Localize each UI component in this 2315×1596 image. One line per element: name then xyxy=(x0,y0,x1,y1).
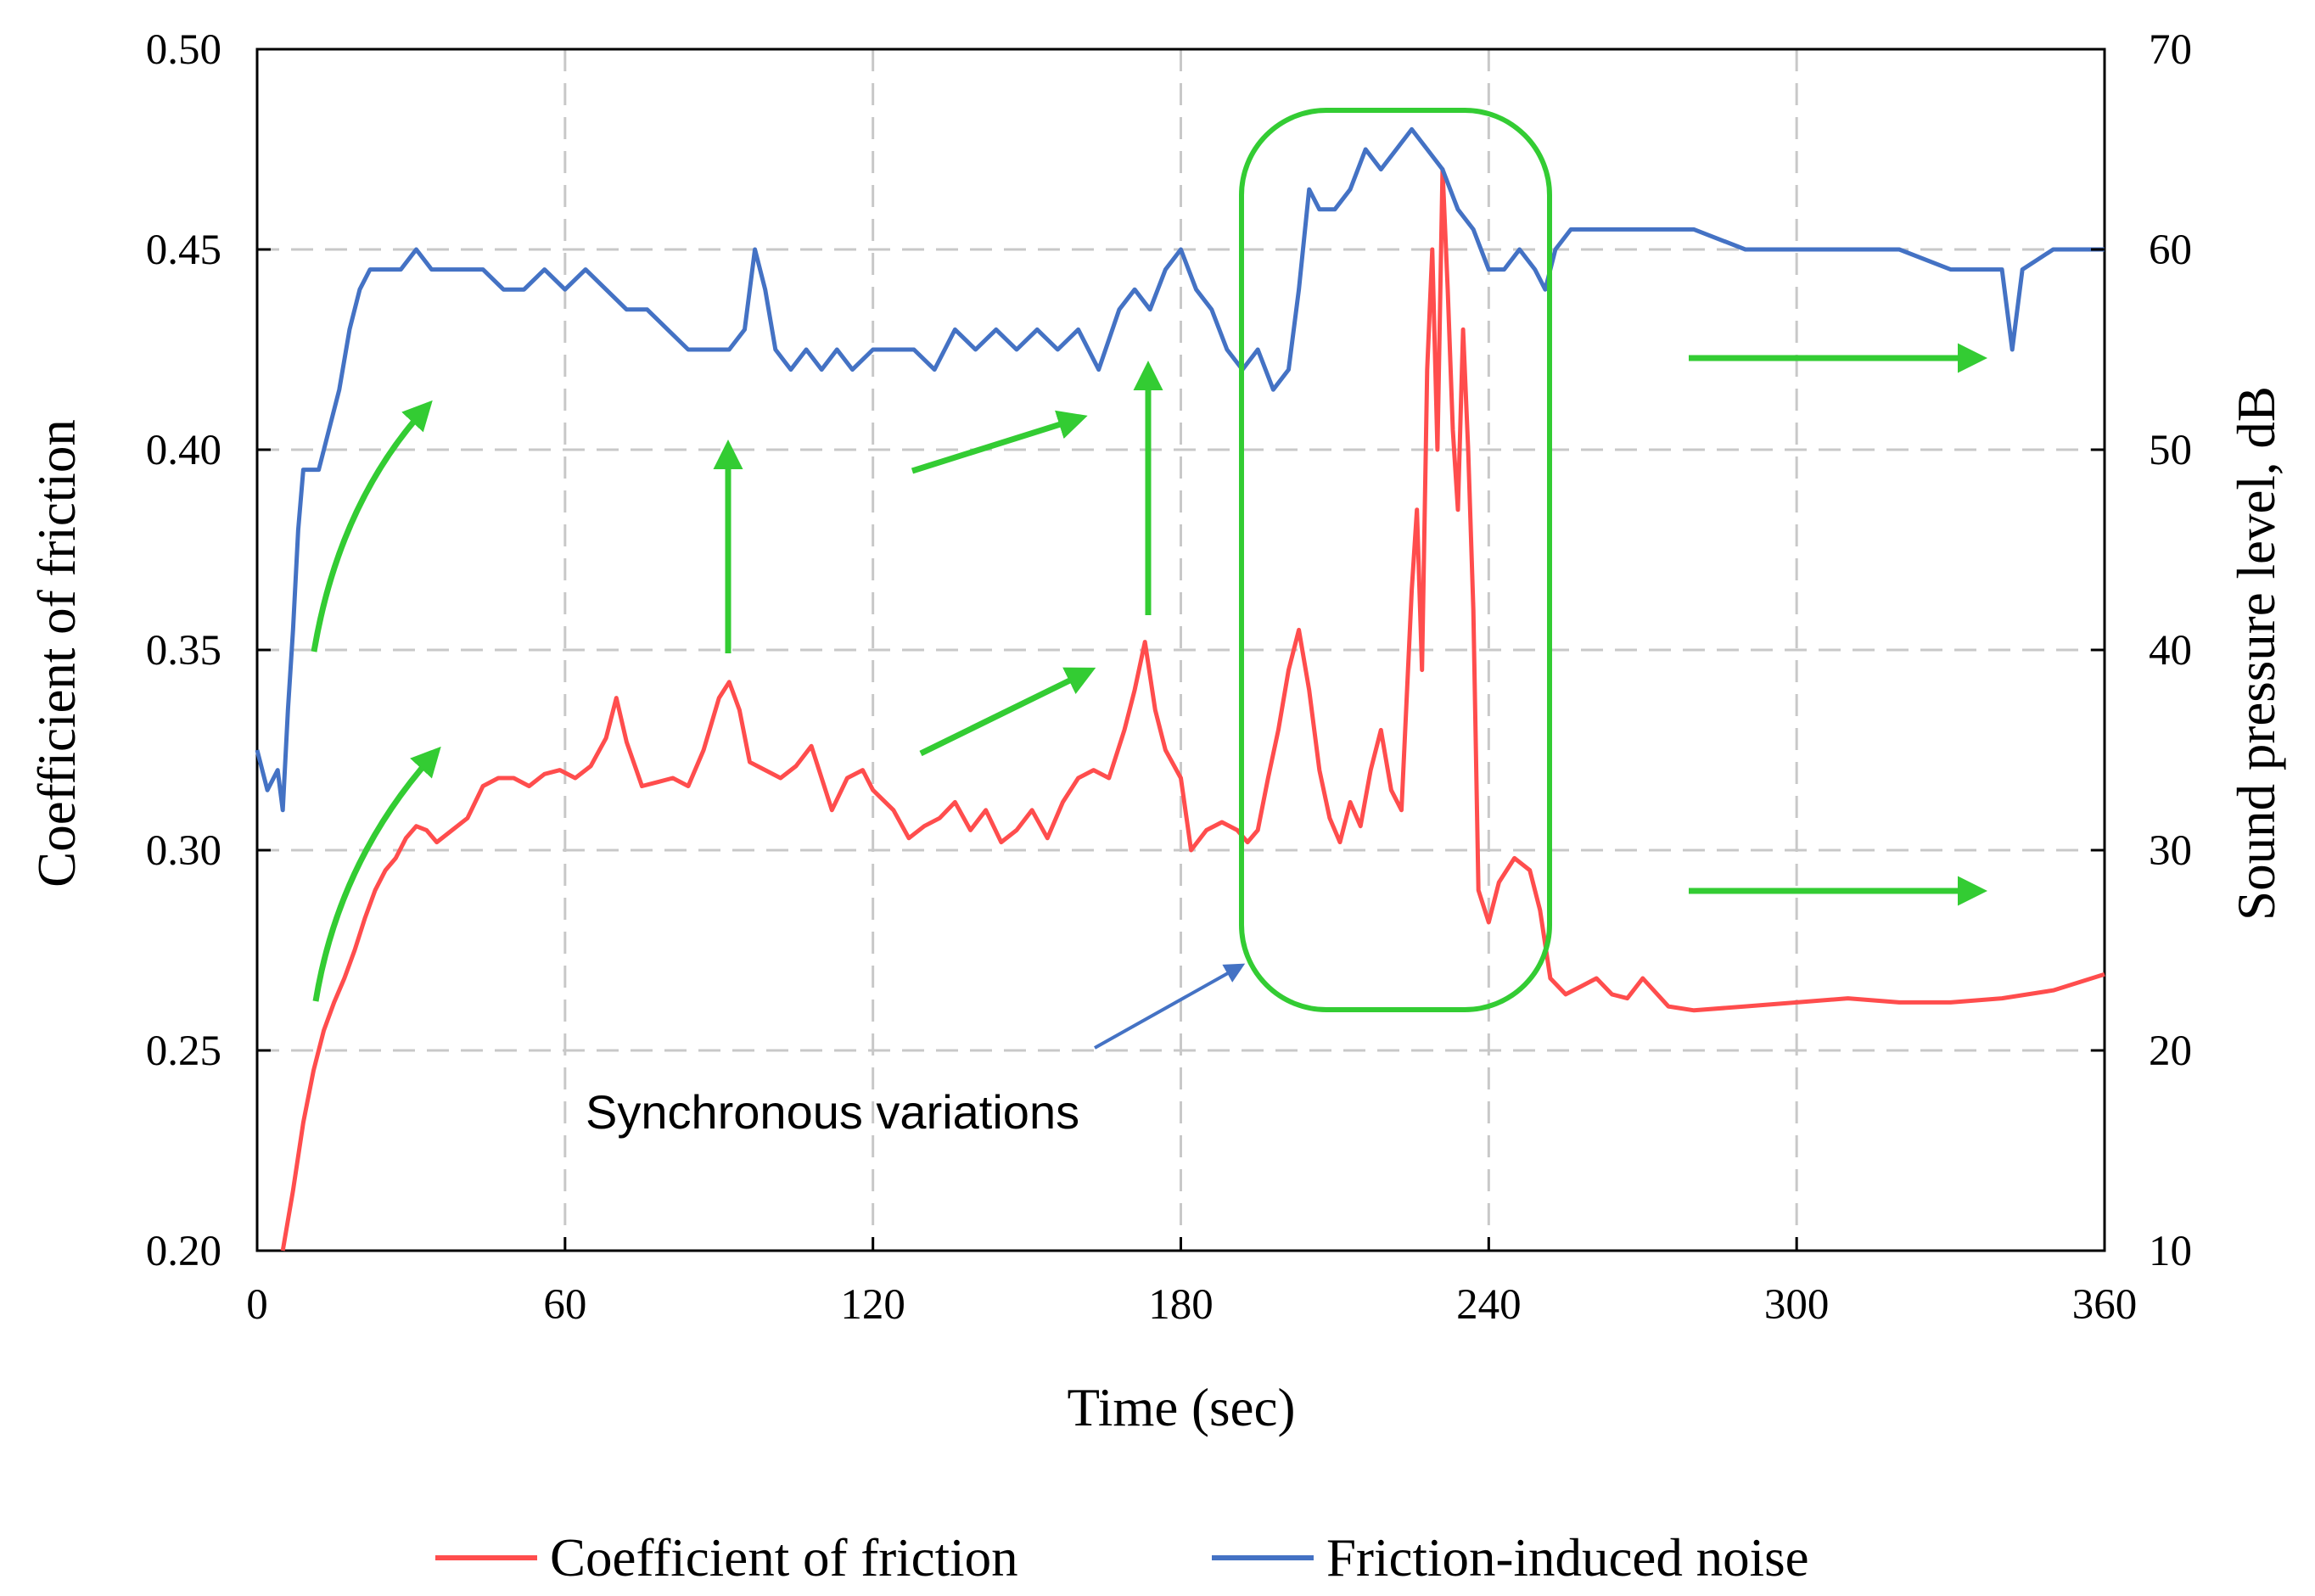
y-tick-label: 0.20 xyxy=(146,1228,221,1275)
x-tick-label: 360 xyxy=(2072,1281,2138,1329)
trend-arrow-noise-incline xyxy=(911,410,1088,474)
legend: Coefficient of friction Friction-induced… xyxy=(435,1528,1809,1588)
noise-series-line xyxy=(255,126,2105,813)
x-tick-label: 60 xyxy=(543,1281,586,1329)
y-tick-label: 0.50 xyxy=(146,26,221,74)
y-tick-label: 0.40 xyxy=(146,427,221,474)
y2-tick-label: 70 xyxy=(2149,26,2192,74)
x-tick-label: 0 xyxy=(246,1281,268,1329)
y2-tick-label: 40 xyxy=(2149,627,2192,675)
x-tick-label: 180 xyxy=(1148,1281,1214,1329)
y2-tick-label: 60 xyxy=(2149,227,2192,274)
legend-label-friction: Coefficient of friction xyxy=(550,1528,1018,1588)
y-tick-label: 0.45 xyxy=(146,227,221,274)
legend-label-noise: Friction-induced noise xyxy=(1326,1528,1809,1588)
pointer-arrow xyxy=(1094,963,1246,1050)
x-tick-label: 120 xyxy=(840,1281,905,1329)
x-tick-label: 240 xyxy=(1456,1281,1522,1329)
annotation-label: Synchronous variations xyxy=(586,1085,1079,1139)
trend-arrow-noise-rise xyxy=(311,400,433,652)
y2-tick-label: 50 xyxy=(2149,427,2192,474)
y-tick-label: 0.30 xyxy=(146,827,221,875)
y2-tick-label: 10 xyxy=(2149,1228,2192,1275)
trend-arrow-friction-rise xyxy=(312,746,441,1002)
series-layer xyxy=(255,126,2105,1252)
axis-ticks: 0 60 120 180 240 300 360 0.20 0.25 0.30 0.35 0.40 0.… xyxy=(146,26,2192,1329)
y-tick-label: 0.35 xyxy=(146,627,221,675)
y2-tick-label: 20 xyxy=(2149,1028,2192,1075)
x-tick-label: 300 xyxy=(1764,1281,1830,1329)
y2-tick-label: 30 xyxy=(2149,827,2192,875)
grid-lines xyxy=(257,49,2105,1251)
annotations: Synchronous variations xyxy=(311,108,1987,1139)
y-tick-label: 0.25 xyxy=(146,1028,221,1075)
x-axis-title: Time (sec) xyxy=(1068,1378,1296,1437)
y2-axis-title: Sound pressure level, dB xyxy=(2227,386,2286,921)
y-axis-title: Coefficient of friction xyxy=(27,419,87,888)
trend-arrow-friction-incline xyxy=(919,667,1096,757)
friction-series-line xyxy=(280,167,2105,1252)
highlight-box xyxy=(1239,108,1552,1012)
